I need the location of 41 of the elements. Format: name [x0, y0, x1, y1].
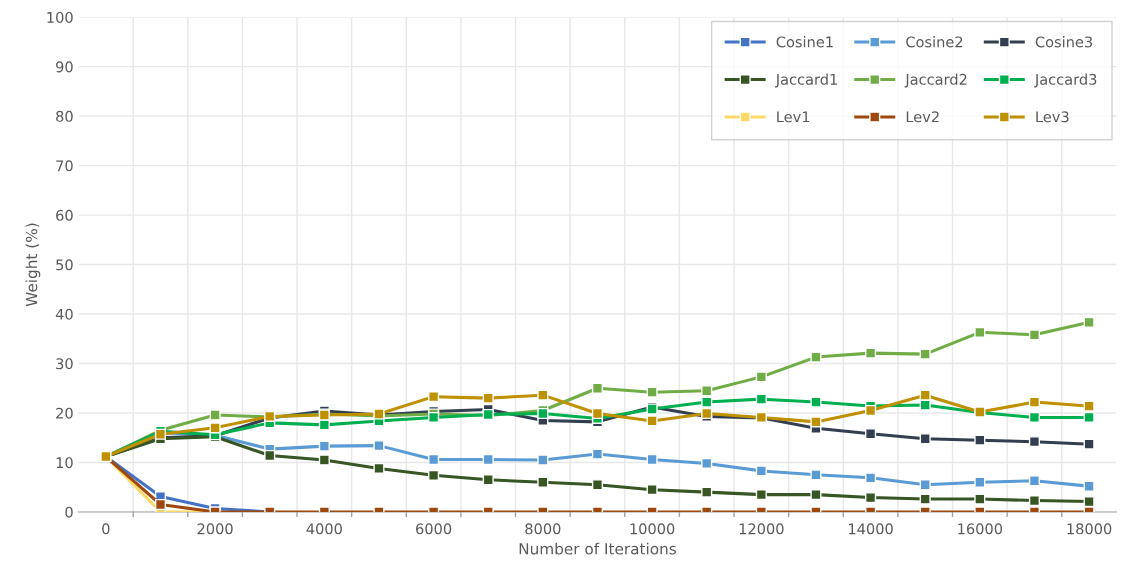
x-tick-label: 10000 [630, 523, 675, 535]
legend-label: Cosine3 [1035, 36, 1093, 48]
y-tick-label: 50 [56, 259, 73, 271]
y-tick-label: 100 [47, 11, 73, 23]
legend-label: Cosine1 [776, 36, 833, 48]
point [537, 454, 549, 466]
y-tick-label: 80 [56, 110, 73, 122]
point [209, 409, 221, 421]
point [209, 422, 221, 434]
legend-label: Jaccard3 [1034, 73, 1097, 88]
point [154, 498, 167, 511]
legend-label: Jaccard2 [904, 73, 967, 88]
point [318, 454, 330, 466]
point [1028, 411, 1041, 423]
legend-label: Lev1 [777, 111, 810, 123]
legend-label: Cosine2 [906, 36, 963, 48]
x-tick-label: 2000 [197, 523, 233, 535]
y-tick-label: 10 [56, 457, 73, 469]
y-tick-label: 90 [56, 61, 73, 73]
y-tick-label: 0 [65, 506, 73, 518]
x-tick-label: 0 [102, 523, 110, 535]
point [810, 416, 822, 428]
legend-label: Lev3 [1036, 111, 1069, 123]
point [373, 462, 385, 474]
legend-label: Lev2 [906, 111, 939, 123]
x-tick-label: 8000 [525, 523, 561, 535]
y-tick-label: 60 [56, 209, 73, 221]
y-tick-label: 40 [55, 308, 73, 320]
x-axis-title: Number of Iterations [519, 542, 677, 555]
y-axis-title: Weight (%) [25, 223, 41, 307]
x-tick-label: 14000 [848, 523, 893, 535]
y-tick-label: 20 [56, 407, 73, 419]
x-tick-label: 6000 [416, 523, 452, 535]
y-tick-label: 30 [56, 358, 73, 370]
y-tick-label: 70 [56, 160, 73, 172]
x-tick-label: 18000 [1067, 523, 1112, 535]
x-tick-label: 12000 [739, 523, 784, 535]
point [1083, 411, 1095, 423]
x-tick-label: 4000 [306, 523, 342, 535]
x-tick-label: 16000 [958, 523, 1003, 535]
legend-label: Jaccard1 [775, 73, 837, 88]
